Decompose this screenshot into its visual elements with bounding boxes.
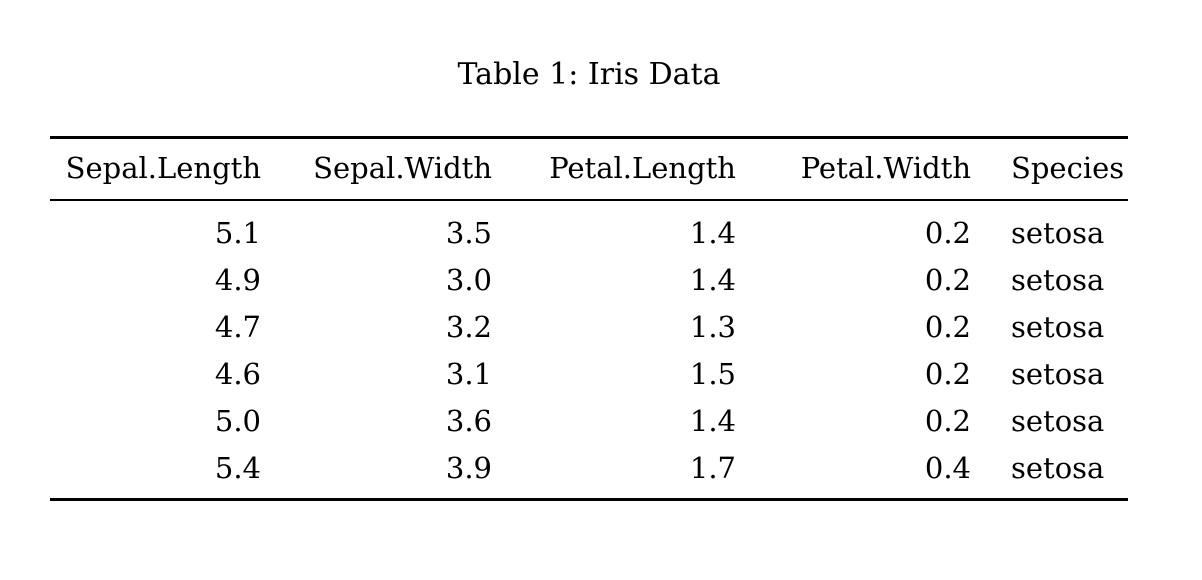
cell-petal-width: 0.4 — [924, 451, 971, 485]
table-header-row: Sepal.Length Sepal.Width Petal.Length Pe… — [50, 137, 1128, 201]
cell-petal-length: 1.4 — [689, 263, 736, 297]
cell-sepal-length: 5.0 — [214, 404, 261, 438]
table-caption: Table 1: Iris Data — [457, 57, 721, 92]
cell-species: setosa — [1011, 404, 1105, 438]
table-row: 4.9 3.0 1.4 0.2 setosa — [50, 257, 1128, 304]
cell-petal-width: 0.2 — [924, 357, 971, 391]
cell-species: setosa — [1011, 451, 1105, 485]
cell-petal-width: 0.2 — [924, 310, 971, 344]
cell-sepal-length: 4.9 — [214, 263, 261, 297]
cell-sepal-length: 4.6 — [214, 357, 261, 391]
column-header-species: Species — [971, 137, 1128, 201]
cell-sepal-width: 3.0 — [445, 263, 492, 297]
cell-petal-length: 1.5 — [689, 357, 736, 391]
cell-sepal-length: 5.1 — [214, 216, 261, 250]
cell-petal-length: 1.4 — [689, 216, 736, 250]
cell-petal-width: 0.2 — [924, 216, 971, 250]
cell-sepal-width: 3.2 — [445, 310, 492, 344]
iris-data-table: Sepal.Length Sepal.Width Petal.Length Pe… — [50, 136, 1128, 501]
cell-sepal-length: 5.4 — [214, 451, 261, 485]
cell-petal-length: 1.7 — [689, 451, 736, 485]
column-header-petal-width: Petal.Width — [736, 137, 971, 201]
cell-sepal-width: 3.1 — [445, 357, 492, 391]
cell-species: setosa — [1011, 310, 1105, 344]
cell-petal-width: 0.2 — [924, 404, 971, 438]
cell-sepal-width: 3.6 — [445, 404, 492, 438]
column-header-sepal-length: Sepal.Length — [50, 137, 261, 201]
cell-sepal-width: 3.5 — [445, 216, 492, 250]
cell-species: setosa — [1011, 216, 1105, 250]
cell-species: setosa — [1011, 357, 1105, 391]
column-header-petal-length: Petal.Length — [492, 137, 736, 201]
table-row: 4.7 3.2 1.3 0.2 setosa — [50, 304, 1128, 351]
cell-sepal-width: 3.9 — [445, 451, 492, 485]
column-header-sepal-width: Sepal.Width — [261, 137, 492, 201]
table-row: 5.0 3.6 1.4 0.2 setosa — [50, 398, 1128, 445]
table-row: 5.4 3.9 1.7 0.4 setosa — [50, 445, 1128, 500]
cell-petal-width: 0.2 — [924, 263, 971, 297]
cell-petal-length: 1.3 — [689, 310, 736, 344]
cell-sepal-length: 4.7 — [214, 310, 261, 344]
cell-petal-length: 1.4 — [689, 404, 736, 438]
table-row: 4.6 3.1 1.5 0.2 setosa — [50, 351, 1128, 398]
cell-species: setosa — [1011, 263, 1105, 297]
table-row: 5.1 3.5 1.4 0.2 setosa — [50, 200, 1128, 257]
